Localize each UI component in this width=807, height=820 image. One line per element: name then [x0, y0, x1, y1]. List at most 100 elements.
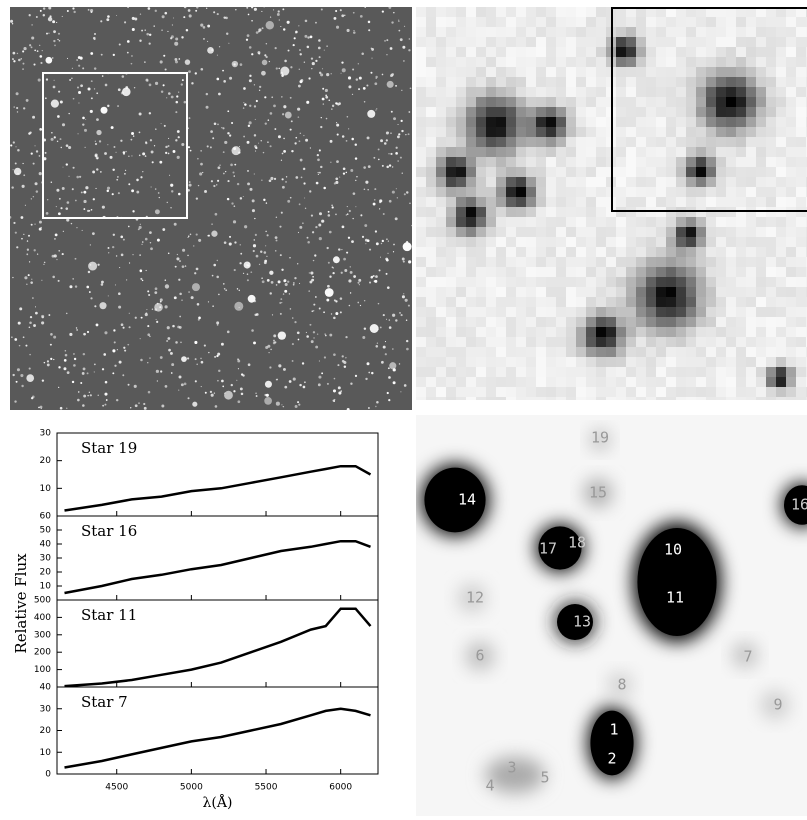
pixel	[416, 27, 426, 37]
pixel	[736, 397, 746, 400]
star	[306, 45, 310, 49]
pixel	[676, 297, 686, 307]
pixel	[726, 117, 736, 127]
pixel	[716, 157, 726, 167]
star	[13, 60, 16, 63]
pixel	[496, 7, 506, 17]
star	[165, 145, 168, 149]
pixel	[516, 307, 526, 317]
star	[218, 92, 221, 96]
star	[282, 367, 286, 371]
pixel	[606, 387, 616, 397]
pixel	[546, 77, 556, 87]
star	[137, 228, 140, 231]
pixel	[486, 217, 496, 227]
pixel	[526, 197, 536, 207]
star	[51, 254, 55, 258]
pixel	[536, 87, 546, 97]
pixel	[706, 197, 716, 207]
pixel	[666, 187, 676, 197]
star	[139, 223, 141, 225]
pixel	[476, 247, 486, 257]
pixel	[766, 27, 776, 37]
pixel	[526, 397, 536, 400]
star	[35, 16, 38, 19]
star-name: Star 16	[81, 522, 137, 540]
pixel	[456, 137, 466, 147]
x-tick-label: 5500	[255, 783, 278, 793]
pixel	[426, 227, 436, 237]
pixel	[656, 297, 666, 307]
pixel	[426, 267, 436, 277]
pixel	[576, 147, 586, 157]
star	[259, 85, 262, 88]
pixel	[696, 77, 706, 87]
pixel	[586, 267, 596, 277]
pixel	[636, 37, 646, 47]
star	[116, 14, 118, 16]
star	[52, 20, 56, 24]
star	[397, 160, 399, 162]
star	[318, 39, 321, 42]
star	[302, 167, 306, 171]
pixel	[636, 147, 646, 157]
star-label: 4	[485, 777, 494, 795]
pixel	[716, 97, 726, 107]
star	[342, 172, 346, 175]
star	[390, 110, 393, 113]
pixel	[476, 237, 486, 247]
star	[44, 97, 47, 100]
pixel	[486, 207, 496, 217]
star	[187, 236, 189, 238]
star	[141, 29, 144, 32]
pixel	[486, 297, 496, 307]
star	[171, 24, 174, 26]
star	[315, 345, 319, 349]
pixel	[456, 317, 466, 327]
star	[217, 352, 221, 356]
star	[261, 179, 263, 181]
star	[13, 167, 22, 176]
pixel	[536, 27, 546, 37]
pixel	[686, 317, 696, 327]
blob	[761, 691, 789, 719]
star	[357, 281, 360, 284]
pixel	[706, 107, 716, 117]
pixel	[496, 167, 506, 177]
star	[291, 149, 294, 153]
pixel	[526, 367, 536, 377]
pixel	[696, 377, 706, 387]
pixel	[796, 77, 806, 87]
pixel	[556, 167, 566, 177]
pixel	[766, 287, 776, 297]
pixel	[486, 367, 496, 377]
star	[335, 213, 337, 216]
star	[20, 58, 22, 60]
pixel	[586, 37, 596, 47]
pixel	[516, 327, 526, 337]
star	[28, 14, 31, 17]
pixel	[796, 47, 806, 57]
pixel	[666, 357, 676, 367]
star	[72, 278, 74, 280]
pixel	[786, 77, 796, 87]
star	[246, 7, 249, 9]
pixel	[556, 67, 566, 77]
pixel	[466, 227, 476, 237]
star	[116, 178, 119, 181]
pixel	[486, 57, 496, 67]
pixel	[546, 107, 556, 117]
star	[194, 340, 198, 345]
pixel	[786, 227, 796, 237]
pixel	[436, 137, 446, 147]
pixel	[706, 47, 716, 57]
pixel	[736, 167, 746, 177]
star	[290, 66, 293, 69]
pixel	[776, 137, 786, 147]
star	[29, 44, 32, 47]
pixel	[716, 27, 726, 37]
pixel	[456, 117, 466, 127]
pixel	[746, 97, 756, 107]
pixel	[636, 367, 646, 377]
star	[44, 151, 47, 154]
